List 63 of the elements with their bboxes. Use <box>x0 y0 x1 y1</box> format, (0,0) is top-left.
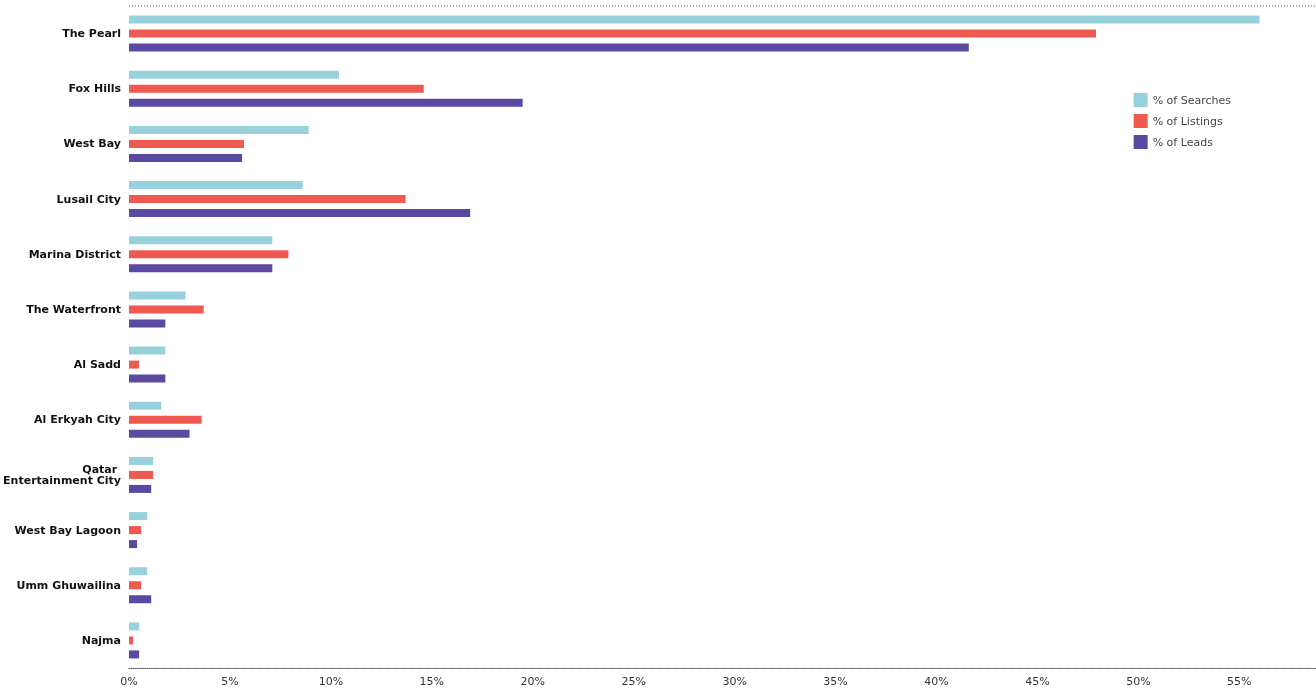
bar <box>129 291 186 300</box>
bar <box>129 636 134 645</box>
bar <box>129 98 523 107</box>
x-tick-label: 45% <box>1025 675 1050 688</box>
bar <box>129 209 471 218</box>
bar <box>129 540 138 549</box>
bar <box>129 650 140 659</box>
bar <box>129 84 424 93</box>
bar <box>129 195 406 204</box>
bar <box>129 374 166 383</box>
x-tick-label: 50% <box>1126 675 1151 688</box>
bar <box>129 319 166 328</box>
bar <box>129 236 273 245</box>
bar <box>129 264 273 273</box>
x-tick-label: 25% <box>621 675 646 688</box>
legend-label: % of Searches <box>1152 93 1232 107</box>
bar <box>129 429 190 438</box>
y-tick-label: Fox Hills <box>68 82 122 96</box>
y-tick-label: Lusail City <box>56 192 121 206</box>
bar <box>129 250 289 259</box>
y-tick-label: The Pearl <box>62 27 121 41</box>
bar <box>129 70 339 79</box>
x-tick-label: 55% <box>1227 675 1252 688</box>
bar <box>129 346 166 355</box>
bar <box>129 15 1260 24</box>
x-tick-label: 0% <box>120 675 138 688</box>
bar <box>129 43 969 52</box>
x-tick-label: 20% <box>520 675 545 688</box>
x-tick-label: 35% <box>823 675 848 688</box>
bar <box>129 29 1096 38</box>
bar <box>129 181 303 190</box>
bar <box>129 595 152 604</box>
bar <box>129 139 245 148</box>
bar <box>129 401 162 410</box>
bar <box>129 415 202 424</box>
x-tick-label: 10% <box>318 675 344 688</box>
x-tick-label: 30% <box>722 675 747 688</box>
bar <box>129 125 309 134</box>
y-tick-label: West Bay Lagoon <box>14 523 121 537</box>
legend-label: % of Listings <box>1152 114 1223 128</box>
bar <box>129 456 154 465</box>
y-tick-label: Umm Ghuwailina <box>16 578 121 592</box>
legend-label: % of Leads <box>1152 135 1214 149</box>
bar <box>129 622 140 631</box>
y-tick-label: West Bay <box>63 137 121 151</box>
y-tick-label: Al Erkyah City <box>34 413 121 427</box>
x-tick-label: 40% <box>924 675 949 688</box>
bar <box>129 484 152 493</box>
bar <box>129 305 204 314</box>
y-tick-label: Najma <box>81 633 121 647</box>
x-tick-label: 15% <box>419 675 445 688</box>
x-tick-label: 5% <box>221 675 239 688</box>
y-tick-label: Marina District <box>28 247 121 261</box>
y-tick-label: Al Sadd <box>73 358 121 372</box>
bar <box>129 360 140 369</box>
bar <box>129 153 243 162</box>
bar <box>129 512 148 521</box>
bar <box>129 526 142 535</box>
y-tick-label: The Waterfront <box>26 302 121 316</box>
bar <box>129 567 148 576</box>
bar <box>129 470 154 479</box>
y-tick-label: Qatar Entertainment City <box>3 462 121 487</box>
bar <box>129 581 142 590</box>
